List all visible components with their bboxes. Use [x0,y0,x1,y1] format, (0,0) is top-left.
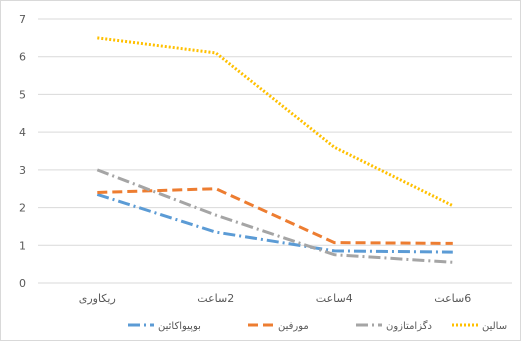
series-line-3 [97,36,454,208]
y-tick-label: 5 [19,88,26,101]
y-tick-label: 4 [19,126,26,139]
x-axis-ticks: ریکاوری 2ساعت 4ساعت 6ساعت [79,292,471,305]
y-tick-label: 2 [19,202,26,215]
legend-label: سالین [482,321,507,332]
x-tick-label: 4ساعت [316,292,353,305]
series-lines [96,36,454,264]
y-tick-label: 6 [19,51,26,64]
y-axis-ticks: 0 1 2 3 4 5 6 7 [19,13,26,290]
x-tick-label: 2ساعت [197,292,234,305]
x-tick-label: 6ساعت [434,292,471,305]
legend-label: مورفین [278,321,309,332]
legend-label: بوپیواکائین [158,321,201,332]
y-tick-label: 7 [19,13,26,26]
y-tick-label: 0 [19,277,26,290]
legend-label: دگزامتازون [386,320,432,332]
y-tick-label: 3 [19,164,26,177]
series-line-0 [96,192,453,254]
x-tick-label: ریکاوری [79,292,116,305]
series-line-2 [96,168,453,264]
legend: بوپیواکائین مورفین دگزامتازون سالین [128,320,507,332]
gridlines [38,18,512,284]
series-line-1 [97,187,453,245]
y-tick-label: 1 [19,239,26,252]
